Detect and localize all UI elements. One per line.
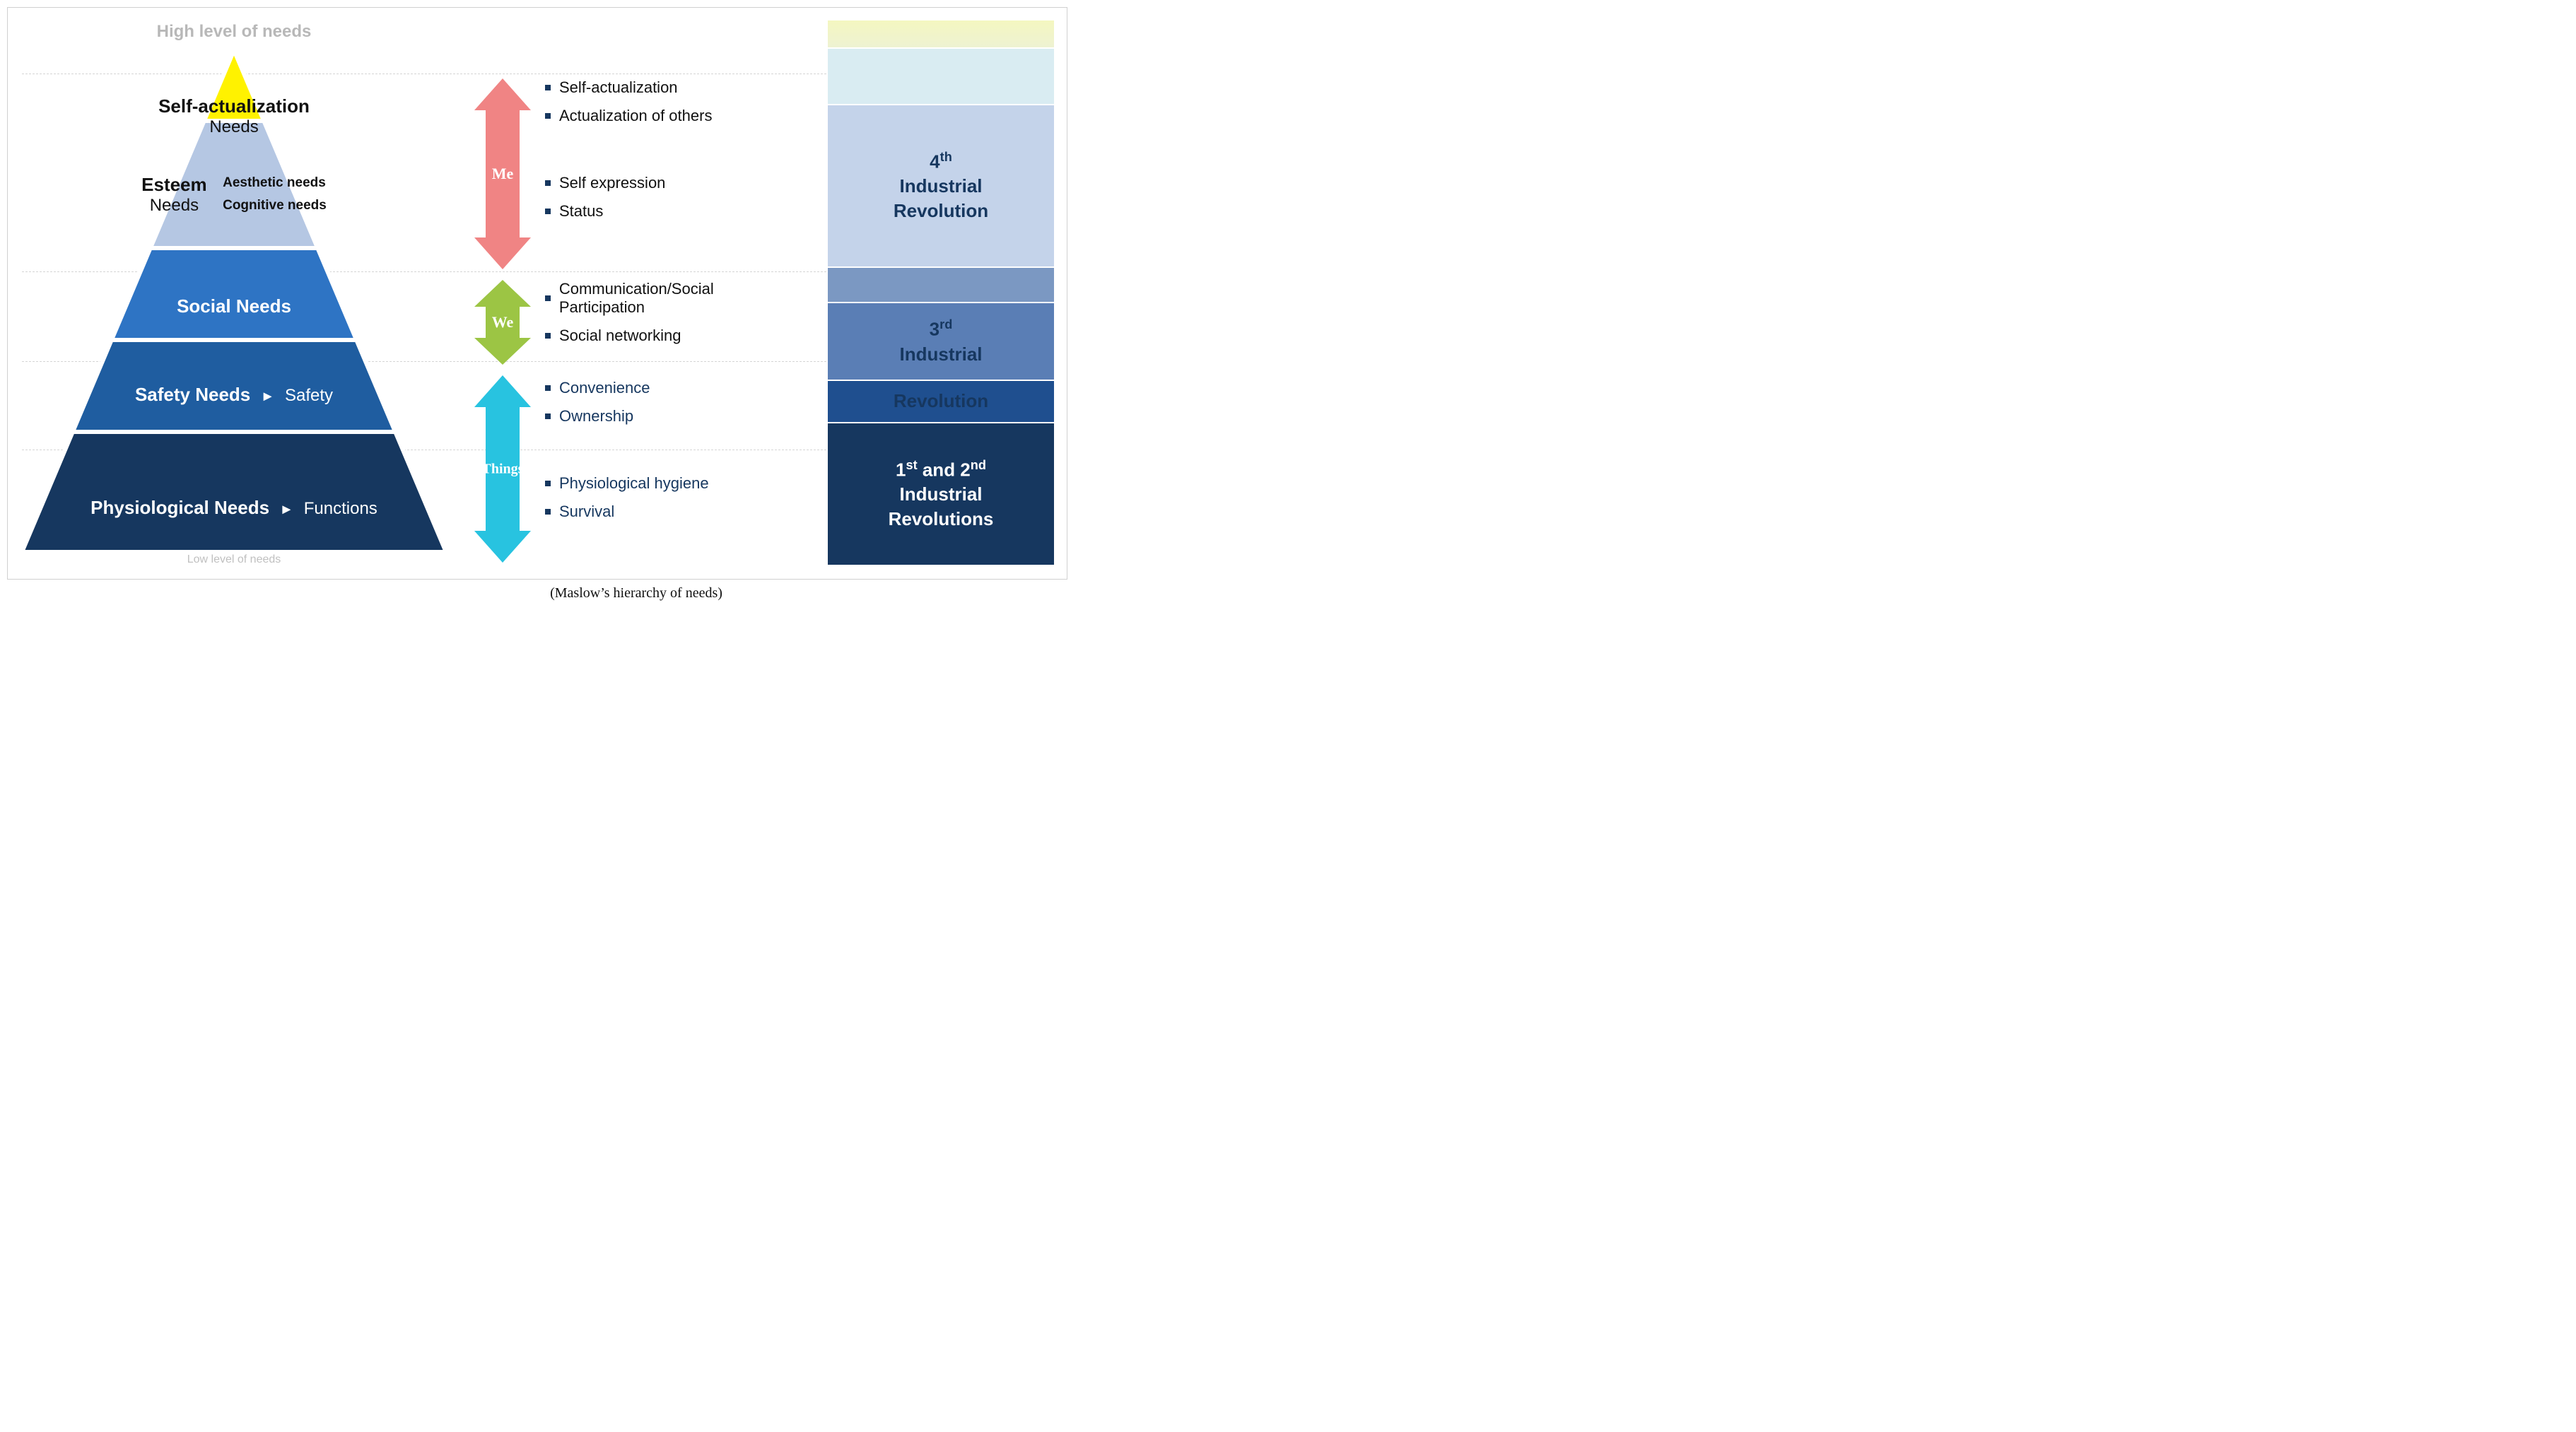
- arrow-label-we: We: [474, 280, 531, 365]
- bullet-text: Self-actualization: [559, 78, 678, 97]
- bullet-marker-icon: [545, 481, 551, 486]
- low-level-label: Low level of needs: [22, 553, 446, 566]
- bullet-text: Physiological hygiene: [559, 474, 709, 493]
- bullet-item: Communication/Social Participation: [545, 280, 800, 317]
- right-seg-label: 1st and 2ndIndustrialRevolutions: [884, 457, 998, 532]
- pyramid-svg: [22, 22, 446, 559]
- right-seg-ir4-strip: [828, 268, 1054, 303]
- bullet-item: Status: [545, 202, 665, 221]
- right-seg-top-pale: [828, 49, 1054, 105]
- bullet-text: Status: [559, 202, 603, 221]
- pyramid-column: High level of needs Self-actualization N…: [22, 22, 446, 566]
- right-seg-ir3-top: 3rdIndustrial: [828, 303, 1054, 381]
- bullet-item: Survival: [545, 503, 709, 521]
- right-seg-top-yellow: [828, 20, 1054, 49]
- right-seg-label: Revolution: [889, 389, 993, 413]
- bullet-marker-icon: [545, 509, 551, 515]
- right-seg-label: 4thIndustrialRevolution: [889, 148, 993, 224]
- bullet-item: Convenience: [545, 379, 650, 397]
- bullet-marker-icon: [545, 113, 551, 119]
- bullet-item: Physiological hygiene: [545, 474, 709, 493]
- pyramid-level-esteem: [151, 121, 318, 248]
- bullet-text: Actualization of others: [559, 107, 712, 125]
- right-seg-label: 3rdIndustrial: [895, 316, 986, 367]
- bullet-item: Self-actualization: [545, 78, 712, 97]
- bullet-item: Self expression: [545, 174, 665, 192]
- bullet-group-0: Self-actualization Actualization of other…: [545, 78, 712, 135]
- bullet-marker-icon: [545, 85, 551, 90]
- bullet-text: Communication/Social Participation: [559, 280, 800, 317]
- bullet-marker-icon: [545, 295, 551, 301]
- right-bar-column: 4thIndustrialRevolution 3rdIndustrial Revo…: [828, 20, 1054, 566]
- bullet-marker-icon: [545, 209, 551, 214]
- bullet-item: Social networking: [545, 327, 800, 345]
- bullet-marker-icon: [545, 333, 551, 339]
- pyramid-level-physiological: [22, 432, 446, 552]
- high-level-label: High level of needs: [22, 22, 446, 42]
- bullet-item: Ownership: [545, 407, 650, 426]
- bullet-text: Ownership: [559, 407, 633, 426]
- right-seg-ir12: 1st and 2ndIndustrialRevolutions: [828, 423, 1054, 566]
- caption: (Maslow’s hierarchy of needs): [7, 585, 1067, 601]
- arrow-label-me: Me: [474, 78, 531, 269]
- right-seg-ir4: 4thIndustrialRevolution: [828, 105, 1054, 268]
- bullet-group-1: Self expression Status: [545, 174, 665, 230]
- bullet-group-4: Physiological hygiene Survival: [545, 474, 709, 531]
- bullet-text: Convenience: [559, 379, 650, 397]
- bullet-text: Social networking: [559, 327, 681, 345]
- bullet-group-3: Convenience Ownership: [545, 379, 650, 435]
- diagram-frame: High level of needs Self-actualization N…: [7, 7, 1067, 580]
- bullet-item: Actualization of others: [545, 107, 712, 125]
- bullet-marker-icon: [545, 385, 551, 391]
- pyramid-level-social: [112, 248, 356, 340]
- bullet-text: Survival: [559, 503, 614, 521]
- right-seg-ir3-bot: Revolution: [828, 381, 1054, 423]
- bullet-text: Self expression: [559, 174, 665, 192]
- arrow-label-things: Things: [474, 375, 531, 563]
- bullet-marker-icon: [545, 180, 551, 186]
- pyramid-level-safety: [73, 340, 395, 432]
- pyramid-level-self-actualization: [204, 50, 264, 121]
- bullet-marker-icon: [545, 413, 551, 419]
- bullet-group-2: Communication/Social Participation Social…: [545, 280, 800, 355]
- middle-column: Me We Things Self-actualization Actualizati…: [460, 43, 800, 566]
